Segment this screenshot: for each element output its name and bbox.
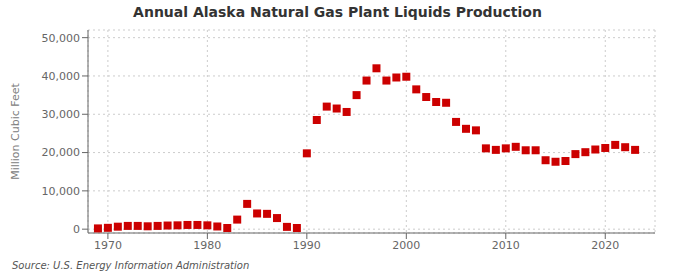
svg-text:30,000: 30,000	[42, 108, 81, 121]
svg-text:1970: 1970	[94, 239, 122, 252]
html-text:Annual Alaska Natural Gas Plan: Annual Alaska Natural Gas Plant Liquids …	[133, 4, 542, 20]
svg-text:20,000: 20,000	[42, 146, 81, 159]
svg-text:2010: 2010	[492, 239, 520, 252]
svg-text:50,000: 50,000	[42, 32, 81, 45]
svg-text:1980: 1980	[193, 239, 221, 252]
svg-text:1990: 1990	[293, 239, 321, 252]
html-text:Source: U.S. Energy Informatio: Source: U.S. Energy Information Administ…	[12, 260, 250, 271]
svg-text:0: 0	[73, 223, 80, 236]
svg-text:2000: 2000	[392, 239, 420, 252]
svg-text:40,000: 40,000	[42, 70, 81, 83]
svg-text:10,000: 10,000	[42, 185, 81, 198]
svg-text:2020: 2020	[591, 239, 619, 252]
svg-text:Million Cubic Feet: Million Cubic Feet	[9, 82, 22, 179]
